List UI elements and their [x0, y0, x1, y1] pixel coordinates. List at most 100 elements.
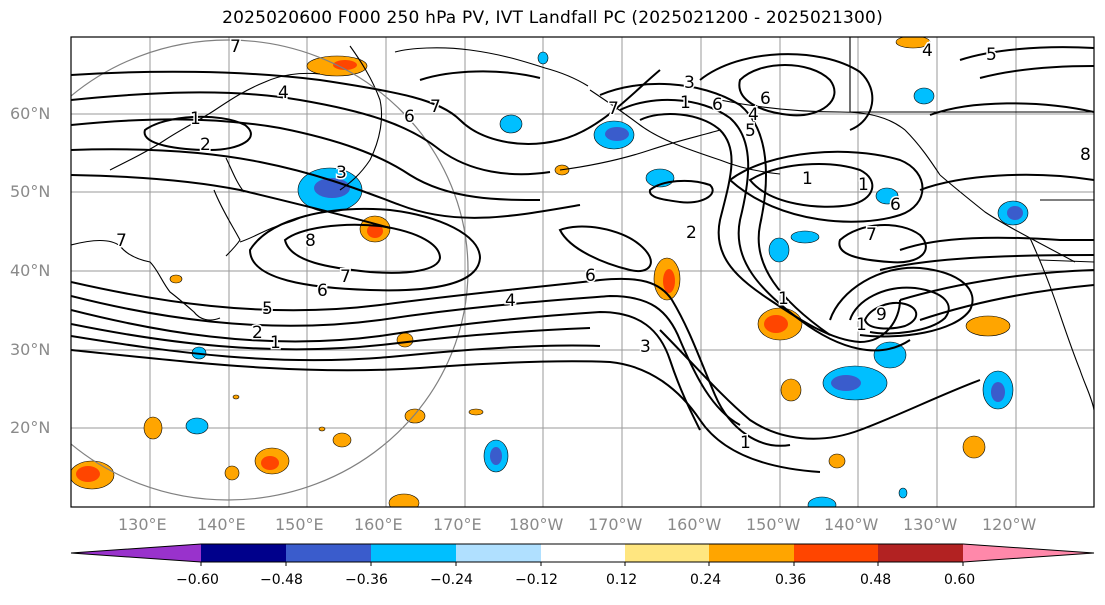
contour-label: 1 [190, 109, 201, 129]
lon-label: 170°W [588, 515, 643, 534]
colorbar-tick-label: 0.12 [606, 572, 638, 588]
contour-label: 1 [270, 333, 281, 353]
colorbar-tick-label: 0.24 [690, 572, 722, 588]
lon-label: 170°E [433, 515, 482, 534]
shade-patch [232, 394, 240, 400]
colorbar-tick-label: 0.48 [860, 572, 892, 588]
contour-label: 8 [305, 231, 316, 251]
contour-label: 6 [404, 107, 415, 127]
colorbar-segment [286, 544, 371, 562]
shade-patch [828, 453, 846, 469]
lon-label: 130°E [118, 515, 167, 534]
contour-label: 8 [1080, 145, 1091, 165]
lon-label: 140°E [197, 515, 246, 534]
shade-patch [898, 487, 908, 499]
contour-label: 5 [262, 299, 273, 319]
shade-patch [663, 269, 675, 293]
lat-label: 40°N [10, 261, 51, 280]
colorbar-segment [963, 544, 1094, 562]
shade-patch [873, 341, 907, 369]
contour-label: 6 [712, 95, 723, 115]
lat-label: 50°N [10, 182, 51, 201]
shade-patch [318, 426, 326, 432]
great-circle [71, 39, 469, 501]
shade-patch [143, 416, 163, 440]
shade-patch [468, 408, 484, 416]
colorbar-segment [878, 544, 963, 562]
colorbar-tick-label: −0.60 [176, 572, 219, 588]
contour-label: 1 [778, 289, 789, 309]
lat-label: 30°N [10, 340, 51, 359]
lat-label: 60°N [10, 104, 51, 123]
shade-patch [333, 60, 357, 70]
contour-label: 7 [608, 99, 619, 119]
colorbar-segment [371, 544, 456, 562]
shade-patch [965, 315, 1011, 337]
contour-label: 6 [317, 281, 328, 301]
shade-patch [404, 408, 426, 424]
colorbar-tick-label: −0.48 [260, 572, 303, 588]
shade-patch [261, 456, 279, 470]
colorbar-segment [541, 544, 625, 562]
colorbar [70, 543, 1095, 566]
colorbar-segment [794, 544, 878, 562]
colorbar-tick-label: 0.36 [775, 572, 807, 588]
shade-patch [1007, 206, 1023, 220]
contour-label: 5 [986, 45, 997, 65]
shade-patch [388, 493, 420, 507]
lon-label: 150°E [275, 515, 324, 534]
contour-label: 2 [686, 223, 697, 243]
lon-label: 140°W [824, 515, 879, 534]
shade-patch [991, 382, 1005, 402]
colorbar-segment [709, 544, 794, 562]
contour-label: 1 [802, 169, 813, 189]
shade-patch [367, 224, 383, 238]
shade-patch [537, 51, 549, 65]
shade-patch [76, 466, 100, 482]
contour-label-group: 7 4 1 2 3 8 7 6 5 2 1 6 7 3 1 7 6 6 5 4 … [115, 37, 1093, 455]
map-title: 2025020600 F000 250 hPa PV, IVT Landfall… [222, 8, 883, 28]
colorbar-segment [71, 544, 201, 562]
shade-patch [185, 417, 209, 435]
shade-patch [605, 127, 629, 141]
shade-patch [895, 37, 931, 49]
ivt-shading [71, 37, 1029, 507]
contour-label: 5 [745, 121, 756, 141]
shade-patch [780, 378, 802, 402]
lon-label: 180°W [509, 515, 564, 534]
contour-label: 2 [200, 135, 211, 155]
shade-patch [396, 332, 414, 348]
contour-label: 6 [760, 89, 771, 109]
contour-label: 7 [340, 267, 351, 287]
contour-label: 4 [505, 291, 516, 311]
shade-patch [490, 447, 502, 465]
lon-label: 160°W [667, 515, 722, 534]
shade-patch [913, 87, 935, 105]
contour-label: 7 [430, 97, 441, 117]
lon-label: 160°E [354, 515, 403, 534]
contour-label: 4 [922, 41, 933, 61]
contour-label: 3 [640, 337, 651, 357]
shade-patch [875, 187, 899, 205]
contour-label: 6 [890, 195, 901, 215]
colorbar-segment [201, 544, 286, 562]
contour-label: 2 [252, 323, 263, 343]
lon-label: 120°W [982, 515, 1037, 534]
colorbar-tick-label: −0.12 [515, 572, 558, 588]
contour-label: 7 [230, 37, 241, 57]
shade-patch [169, 274, 183, 284]
contour-label: 1 [680, 93, 691, 113]
coastlines [71, 37, 1094, 411]
shade-patch [807, 496, 837, 507]
map-frame [70, 36, 1095, 508]
shade-patch [224, 465, 240, 481]
colorbar-tick-label: −0.24 [430, 572, 473, 588]
lon-label: 130°W [903, 515, 958, 534]
shade-patch [831, 375, 861, 391]
colorbar-tick-label: −0.36 [345, 572, 388, 588]
pv-contours [71, 46, 1094, 473]
contour-label: 4 [748, 105, 759, 125]
colorbar-segment [456, 544, 541, 562]
